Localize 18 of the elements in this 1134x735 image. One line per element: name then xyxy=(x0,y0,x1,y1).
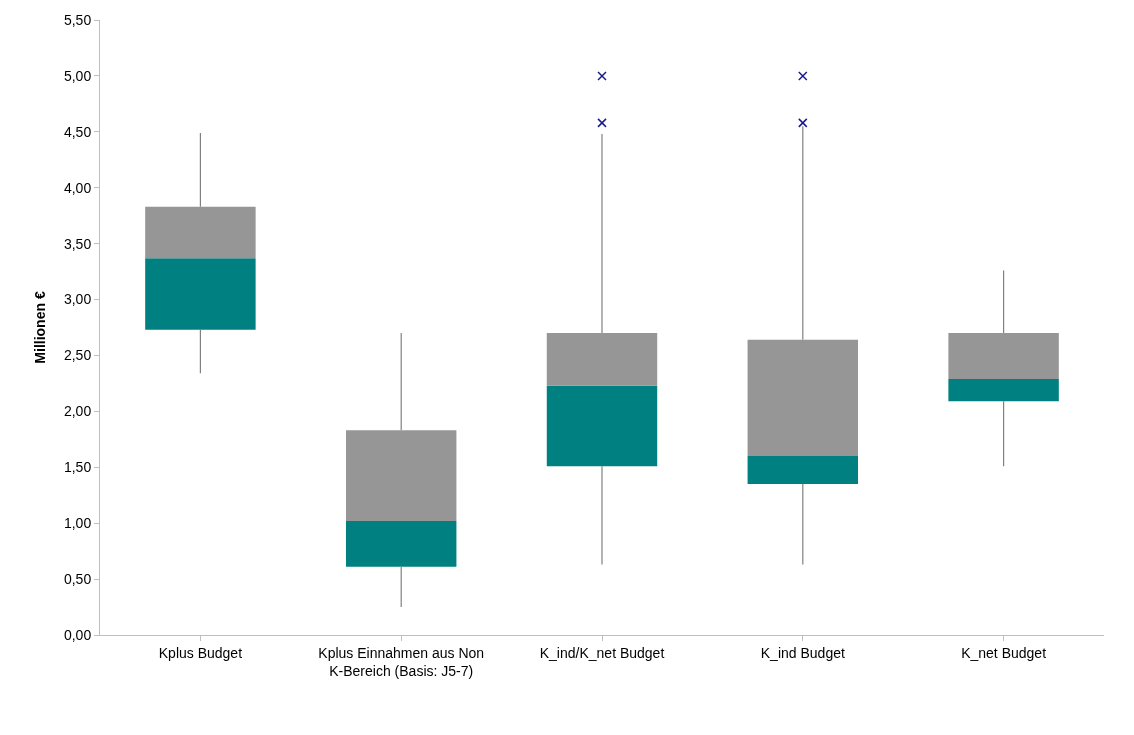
y-tick-label: 5,50 xyxy=(63,11,92,28)
y-tick-label: 2,00 xyxy=(63,403,92,420)
x-tick-label: Kplus Budget xyxy=(158,644,243,661)
y-tick-label: 2,50 xyxy=(63,347,92,364)
y-tick-label: 3,50 xyxy=(63,235,92,252)
y-tick-label: 0,00 xyxy=(63,626,92,643)
y-tick-label: 0,50 xyxy=(63,570,92,587)
y-tick-label: 5,00 xyxy=(63,67,92,84)
x-tick-label: K_ind Budget xyxy=(760,644,845,661)
y-tick-label: 1,50 xyxy=(63,459,92,476)
y-tick-label: 4,50 xyxy=(63,123,92,140)
y-axis-title: Millionen € xyxy=(31,291,48,364)
x-tick-label: K_ind/K_net Budget xyxy=(539,644,665,661)
x-tick-label: K_net Budget xyxy=(961,644,1047,661)
x-tick-label: Kplus Einnahmen aus Non K-Bereich (Basis: J5-7) xyxy=(318,644,485,679)
y-tick-label: 3,00 xyxy=(63,291,92,308)
y-tick-label: 4,00 xyxy=(63,179,92,196)
y-tick-label: 1,00 xyxy=(63,515,92,532)
